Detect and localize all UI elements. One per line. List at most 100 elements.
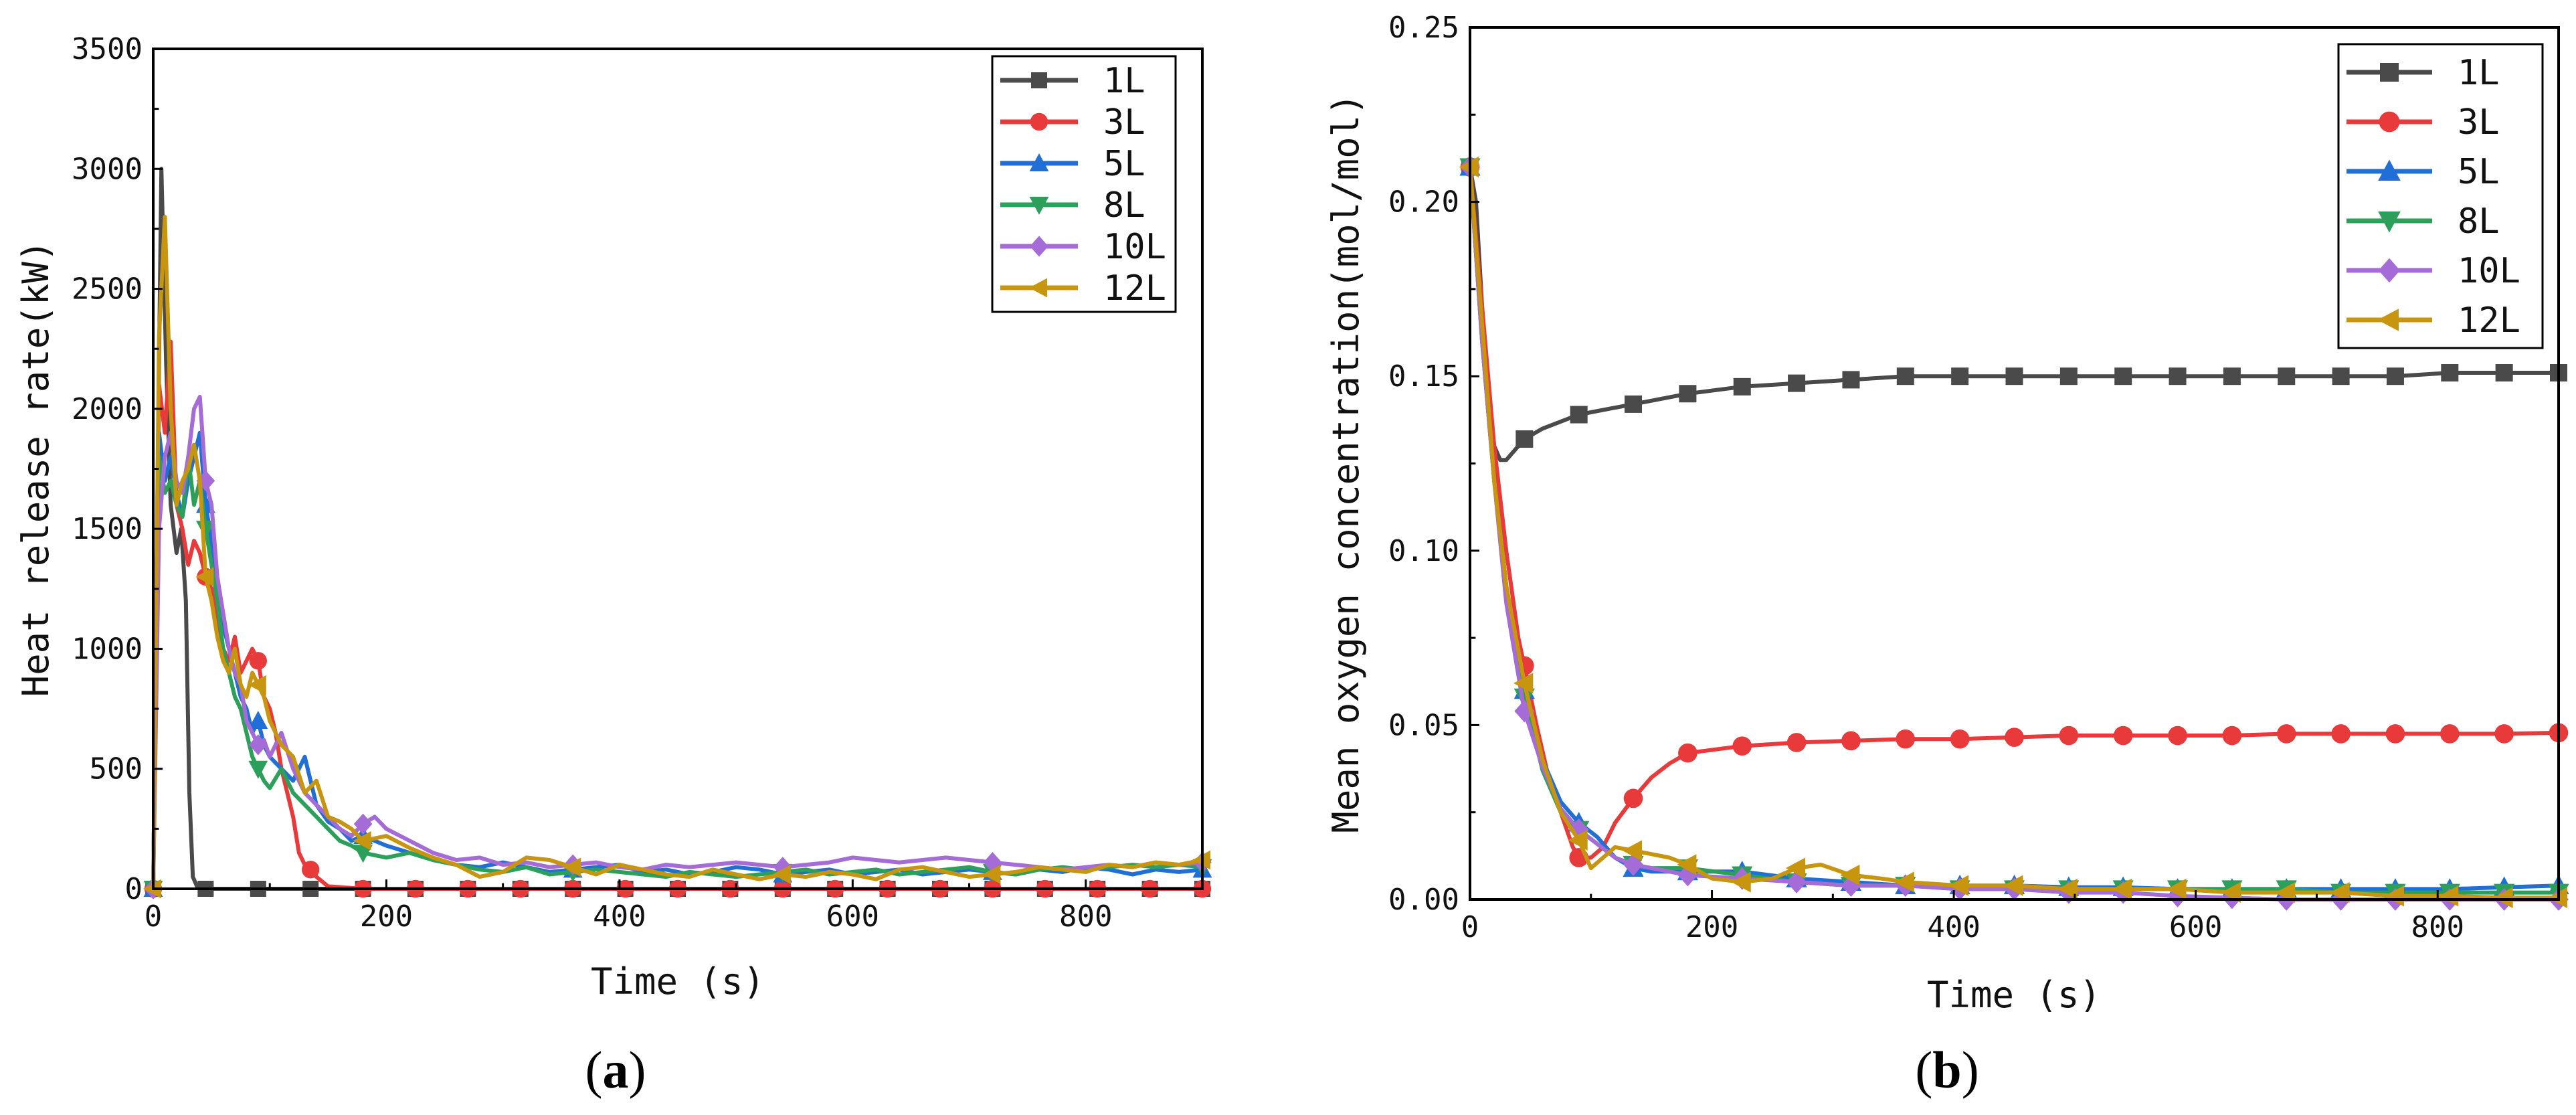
- panel-b-series-1L-point: [1570, 406, 1588, 424]
- panel-b-series-1L-point: [2114, 367, 2132, 385]
- panel-a-legend-marker: [1029, 153, 1049, 171]
- panel-b-series-3L-point: [2385, 724, 2405, 744]
- panel-b-series-1L-point: [2278, 367, 2296, 385]
- panel-a-legend-item: 1L: [1000, 61, 1145, 101]
- panel-b-legend-item: 1L: [2347, 53, 2500, 93]
- panel-b-series-1L-point: [2059, 367, 2078, 385]
- panel-b-xlabel: Time (s): [1927, 974, 2101, 1016]
- panel-a-legend-label: 3L: [1103, 102, 1145, 143]
- panel-a-series-3L: [144, 339, 1212, 898]
- panel-b-series-1L-point: [1733, 377, 1751, 396]
- panel-b-xticks: 0 200 400 600 800: [1461, 890, 2464, 944]
- panel-b-series-3L-point: [2222, 725, 2242, 746]
- panel-a-ytick-label: 2000: [72, 392, 143, 426]
- panel-b-series-12L-point: [2439, 885, 2459, 907]
- panel-b-legend-item: 3L: [2347, 102, 2500, 143]
- panel-a-xtick-label: 800: [1059, 899, 1112, 934]
- panel-b-series-1L-point: [2223, 367, 2241, 385]
- panel-b-ytick-label: 0.10: [1388, 534, 1459, 568]
- panel-b-series-3L-point: [1841, 731, 1861, 751]
- panel-b-legend-item: 5L: [2347, 152, 2500, 192]
- panel-b-legend-marker: [2378, 211, 2401, 233]
- panel-a-series-12L-point: [772, 865, 791, 884]
- panel-b-legend-item: 10L: [2347, 251, 2520, 291]
- panel-b-series-3L-point: [2005, 727, 2024, 747]
- panel-a-xticks: 0 200 400 600 800: [145, 879, 1113, 934]
- panel-b-series-3L-point: [1732, 736, 1752, 756]
- panel-b-series-12L-point: [1785, 857, 1806, 879]
- panel-b-legend-label: 8L: [2458, 201, 2500, 242]
- panel-a-series-10L-point: [353, 813, 373, 835]
- panel-b-series-12L-point: [2276, 881, 2296, 904]
- panel-a-legend-item: 10L: [1000, 227, 1166, 267]
- panel-a-xlabel: Time (s): [591, 960, 765, 1003]
- panel-b-series-1L-point: [1951, 367, 1969, 385]
- panel-a-legend-item: 5L: [1000, 144, 1145, 184]
- panel-b-series-1L-point: [2441, 363, 2459, 381]
- panel-a-series-3L-point: [249, 652, 267, 670]
- panel-b-series-12L-point: [2112, 878, 2132, 899]
- panel-b-series-12L-point: [1568, 829, 1588, 851]
- panel-b-series-3L: [1460, 157, 2569, 867]
- panel-b-legend-label: 12L: [2458, 301, 2520, 341]
- panel-b-legend-box: [2337, 43, 2544, 349]
- panel-b-xtick-label: 0: [1461, 910, 1479, 944]
- panel-a-ytick-label: 3500: [72, 32, 143, 66]
- panel-a-series-10L-line: [151, 394, 1204, 891]
- panel-a-legend-marker: [1029, 278, 1047, 298]
- panel-a-series-12L-line: [151, 215, 1204, 891]
- panel-a-xtick-label: 600: [826, 899, 879, 934]
- panel-a-xtick-label: 0: [145, 899, 163, 934]
- panel-a-xtick-label: 200: [360, 899, 413, 934]
- panel-b-legend-marker: [2379, 111, 2400, 133]
- panel-b-legend-marker: [2378, 159, 2401, 181]
- panel-b-series-3L-point: [1678, 743, 1697, 763]
- panel-b-ytick-label: 0.20: [1388, 185, 1459, 220]
- panel-b-series-1L-point: [2495, 363, 2513, 381]
- panel-b-series-1L-point: [1788, 374, 1806, 392]
- panel-a-series-12L-point: [353, 831, 371, 851]
- panel-b-series-12L-point: [2384, 885, 2404, 907]
- panel-b-yticks: 0.00 0.05 0.10 0.15 0.20 0.25: [1388, 11, 1479, 917]
- panel-b-ytick-label: 0.15: [1388, 359, 1459, 394]
- panel-b-series-12L-point: [2330, 881, 2350, 904]
- panel-b-series-1L-point: [1896, 367, 1914, 385]
- panel-b-legend-marker: [2378, 258, 2401, 283]
- panel-b-series-12L-point: [2003, 875, 2023, 896]
- panel-a-series-8L-point: [248, 760, 268, 779]
- panel-a-xtick-label: 400: [593, 899, 646, 934]
- panel-b-series-3L-point: [2113, 725, 2133, 746]
- panel-a-legend-label: 10L: [1103, 227, 1166, 267]
- panel-a-series-3L-line: [151, 339, 1204, 891]
- panel-a-legend-box: [991, 55, 1177, 313]
- panel-a-series-10L-point: [249, 734, 268, 756]
- panel-b-legend: 1L 3L 5L 8L 10L 12L: [2337, 43, 2544, 349]
- panel-a-legend-item: 8L: [1000, 185, 1145, 226]
- panel-a-series-5L-point: [248, 711, 268, 729]
- panel-b-series-8L-point: [1513, 688, 1535, 708]
- panel-a-series-12L-point: [982, 865, 1001, 884]
- panel-a-ylabel: Heat release rate(kW): [15, 240, 57, 697]
- panel-b-series-3L-point: [2276, 724, 2296, 744]
- panel-b-xtick-label: 600: [2169, 910, 2222, 944]
- panel-b-series-1L-point: [2169, 367, 2187, 385]
- panel-b-ytick-label: 0.25: [1388, 11, 1459, 45]
- panel-b-series-12L-point: [2167, 878, 2187, 899]
- panel-b-series-3L-point: [2494, 724, 2514, 744]
- panel-b-ytick-label: 0.05: [1388, 708, 1459, 742]
- panel-a-series-3L-point: [302, 861, 320, 879]
- panel-a-series-8L: [143, 454, 1212, 899]
- panel-a-legend-item: 3L: [1000, 102, 1145, 143]
- panel-a-legend-item: 12L: [1000, 268, 1166, 309]
- panel-b-xtick-label: 200: [1685, 910, 1738, 944]
- panel-b-series-layer: [1459, 155, 2569, 911]
- panel-a-legend-label: 8L: [1103, 185, 1145, 226]
- panel-a-legend-marker: [1030, 112, 1048, 131]
- panel-b-series-1L-point: [2332, 367, 2350, 385]
- panel-b-series-12L: [1459, 156, 2567, 908]
- panel-b-series-12L-point: [2057, 878, 2078, 899]
- panel-b-series-12L-point: [1840, 864, 1860, 886]
- panel-b-caption: (b): [1915, 1041, 1979, 1099]
